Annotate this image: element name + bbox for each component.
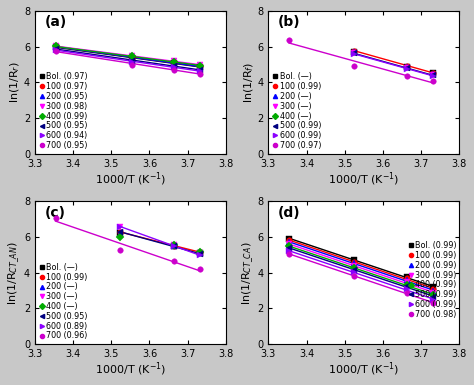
Legend: Bol. (—), 100 (0.99), 200 (—), 300 (—), 400 (—), 500 (0.95), 600 (0.89), 700 (0.: Bol. (—), 100 (0.99), 200 (—), 300 (—), … bbox=[38, 262, 89, 341]
X-axis label: 1000/T (K$^{-1}$): 1000/T (K$^{-1}$) bbox=[328, 170, 400, 187]
X-axis label: 1000/T (K$^{-1}$): 1000/T (K$^{-1}$) bbox=[95, 170, 166, 187]
Y-axis label: ln(1/R$_{CT\_AN}$): ln(1/R$_{CT\_AN}$) bbox=[7, 241, 22, 305]
Text: (b): (b) bbox=[278, 15, 301, 29]
X-axis label: 1000/T (K$^{-1}$): 1000/T (K$^{-1}$) bbox=[328, 360, 400, 378]
Legend: Bol. (—), 100 (0.99), 200 (—), 300 (—), 400 (—), 500 (0.99), 600 (0.99), 700 (0.: Bol. (—), 100 (0.99), 200 (—), 300 (—), … bbox=[272, 72, 322, 151]
Text: (d): (d) bbox=[278, 206, 301, 220]
Text: (c): (c) bbox=[45, 206, 65, 220]
Legend: Bol. (0.97), 100 (0.97), 200 (0.95), 300 (0.98), 400 (0.99), 500 (0.95), 600 (0.: Bol. (0.97), 100 (0.97), 200 (0.95), 300… bbox=[38, 72, 89, 151]
Y-axis label: ln(1/R$_r$): ln(1/R$_r$) bbox=[9, 62, 22, 103]
Y-axis label: ln(1/R$_{CT\_CA}$): ln(1/R$_{CT\_CA}$) bbox=[240, 241, 256, 305]
X-axis label: 1000/T (K$^{-1}$): 1000/T (K$^{-1}$) bbox=[95, 360, 166, 378]
Legend: Bol. (0.99), 100 (0.99), 200 (0.99), 300 (0.99), 400 (0.99), 500 (0.99), 600 (0.: Bol. (0.99), 100 (0.99), 200 (0.99), 300… bbox=[407, 240, 458, 320]
Text: (a): (a) bbox=[45, 15, 67, 29]
Y-axis label: ln(1/R$_f$): ln(1/R$_f$) bbox=[242, 62, 256, 103]
